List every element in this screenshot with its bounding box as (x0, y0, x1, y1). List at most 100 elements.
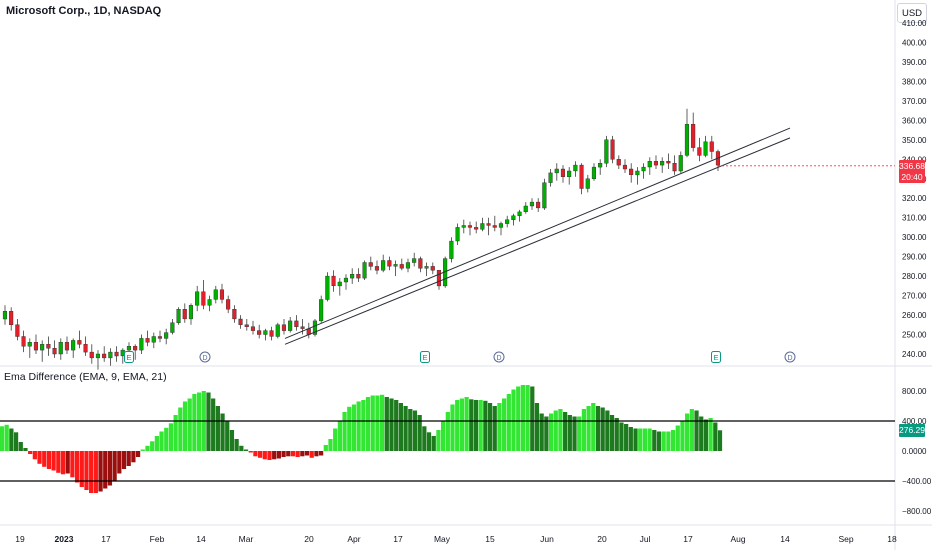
candle[interactable] (579, 164, 584, 189)
candle[interactable] (424, 266, 429, 269)
candle[interactable] (691, 123, 696, 148)
candle[interactable] (678, 155, 683, 172)
candle[interactable] (585, 178, 590, 189)
candle[interactable] (666, 160, 671, 164)
candle[interactable] (238, 318, 243, 326)
candle[interactable] (393, 264, 398, 267)
candle[interactable] (176, 309, 181, 324)
candle[interactable] (182, 309, 187, 320)
candle[interactable] (697, 147, 702, 156)
candle[interactable] (604, 139, 609, 164)
candle[interactable] (331, 275, 336, 287)
candle[interactable] (567, 170, 572, 178)
candle[interactable] (529, 201, 534, 207)
candle[interactable] (213, 289, 218, 300)
candle[interactable] (151, 336, 156, 343)
candle[interactable] (374, 266, 380, 271)
candle[interactable] (616, 159, 621, 166)
candle[interactable] (399, 264, 404, 269)
trend-line[interactable] (284, 137, 791, 345)
candle[interactable] (2, 311, 7, 320)
candle[interactable] (201, 291, 206, 306)
candle[interactable] (511, 215, 516, 220)
candle[interactable] (33, 342, 38, 351)
candle[interactable] (505, 219, 510, 224)
candle[interactable] (257, 330, 262, 335)
candle[interactable] (591, 166, 596, 180)
candle[interactable] (21, 336, 26, 347)
candle[interactable] (244, 324, 249, 327)
candle[interactable] (660, 160, 665, 166)
candle[interactable] (157, 336, 163, 339)
candle[interactable] (343, 277, 349, 283)
candle[interactable] (275, 324, 280, 337)
candle[interactable] (641, 166, 646, 172)
candle[interactable] (27, 342, 32, 347)
candle[interactable] (498, 223, 504, 228)
candle[interactable] (598, 162, 603, 168)
earnings-marker[interactable] (420, 351, 430, 363)
candle[interactable] (554, 168, 559, 174)
candle[interactable] (672, 162, 677, 172)
dividend-marker[interactable] (784, 351, 796, 363)
candle[interactable] (486, 223, 491, 226)
candle[interactable] (467, 225, 473, 228)
candle[interactable] (548, 172, 553, 183)
candle[interactable] (480, 223, 485, 230)
candle[interactable] (653, 160, 658, 166)
candle[interactable] (461, 225, 466, 228)
candle[interactable] (52, 348, 57, 355)
candle[interactable] (523, 205, 528, 213)
candle[interactable] (288, 320, 293, 331)
candle[interactable] (226, 299, 231, 310)
candle[interactable] (418, 258, 423, 269)
candle[interactable] (64, 342, 69, 351)
candle[interactable] (164, 332, 169, 339)
candle[interactable] (325, 275, 330, 300)
candle[interactable] (647, 160, 652, 168)
candle[interactable] (337, 281, 342, 287)
candle[interactable] (709, 141, 714, 152)
candle[interactable] (542, 182, 547, 209)
candle[interactable] (629, 168, 634, 176)
candle[interactable] (430, 266, 435, 271)
candle[interactable] (405, 262, 411, 269)
earnings-marker[interactable] (124, 351, 134, 363)
candle[interactable] (573, 164, 578, 172)
candle[interactable] (622, 164, 627, 170)
candle[interactable] (474, 227, 479, 230)
dividend-marker[interactable] (493, 351, 505, 363)
candle[interactable] (269, 330, 274, 337)
candle[interactable] (455, 227, 460, 242)
candle[interactable] (46, 344, 51, 349)
candle[interactable] (536, 201, 541, 209)
candle[interactable] (250, 326, 256, 331)
trend-line[interactable] (284, 127, 791, 339)
candle[interactable] (300, 326, 305, 329)
candle[interactable] (83, 344, 88, 353)
candle[interactable] (684, 123, 689, 156)
currency-button[interactable]: USD (897, 3, 927, 23)
candle[interactable] (9, 311, 14, 326)
candle[interactable] (95, 353, 100, 359)
candle[interactable] (188, 305, 194, 320)
candle[interactable] (368, 262, 373, 267)
candle[interactable] (517, 211, 522, 216)
candle[interactable] (15, 324, 20, 337)
candle[interactable] (40, 344, 45, 351)
dividend-marker[interactable] (199, 351, 211, 363)
candle[interactable] (114, 351, 119, 357)
candle[interactable] (219, 289, 225, 300)
candle[interactable] (89, 351, 94, 359)
candle[interactable] (281, 324, 287, 331)
candle[interactable] (77, 340, 82, 345)
candle[interactable] (133, 346, 138, 351)
earnings-marker[interactable] (711, 351, 721, 363)
candle[interactable] (560, 168, 565, 178)
candle[interactable] (263, 330, 268, 335)
candle[interactable] (312, 320, 318, 335)
candle[interactable] (71, 340, 76, 351)
candle[interactable] (145, 338, 150, 343)
candle[interactable] (362, 262, 367, 279)
